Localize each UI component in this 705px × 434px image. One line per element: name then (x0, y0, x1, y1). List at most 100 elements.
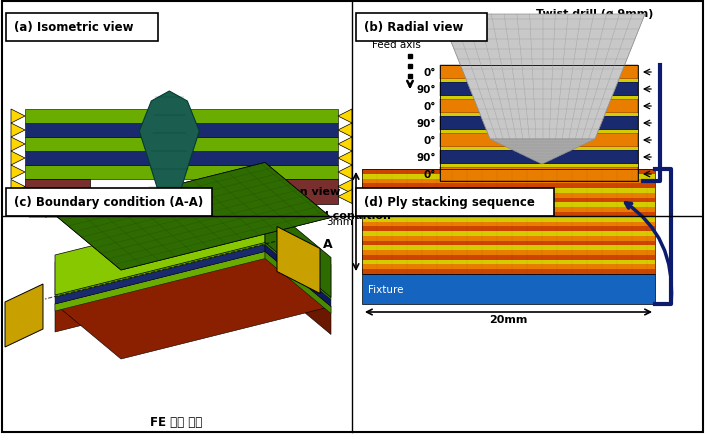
Bar (362, 246, 655, 250)
Bar (362, 270, 655, 274)
Text: 12mm: 12mm (154, 224, 192, 234)
Polygon shape (55, 238, 265, 297)
Polygon shape (338, 138, 352, 151)
Bar (362, 198, 655, 203)
Polygon shape (265, 224, 331, 286)
Polygon shape (11, 110, 25, 124)
Bar (362, 179, 655, 184)
Bar (362, 208, 655, 213)
Polygon shape (251, 204, 269, 217)
Polygon shape (73, 204, 91, 217)
FancyBboxPatch shape (6, 14, 158, 42)
Bar (362, 231, 655, 236)
Polygon shape (338, 180, 352, 194)
Bar (440, 100, 638, 114)
Bar (362, 203, 655, 208)
Text: (d) Ply stacking sequence: (d) Ply stacking sequence (364, 196, 535, 209)
Polygon shape (338, 151, 352, 166)
Polygon shape (338, 124, 352, 138)
Polygon shape (11, 124, 25, 138)
Text: Fixture: Fixture (368, 284, 403, 294)
Bar (25, 166, 338, 180)
Polygon shape (283, 204, 301, 217)
Bar (440, 134, 638, 148)
Bar (440, 97, 638, 100)
Polygon shape (267, 204, 285, 217)
FancyBboxPatch shape (6, 188, 212, 217)
Polygon shape (5, 284, 43, 347)
Bar (362, 222, 655, 227)
Polygon shape (440, 15, 645, 140)
Bar (362, 170, 655, 174)
Text: 90°: 90° (417, 85, 436, 95)
Polygon shape (55, 252, 331, 359)
Bar (25, 151, 338, 166)
Polygon shape (55, 224, 265, 283)
Bar (362, 255, 655, 260)
Polygon shape (338, 110, 352, 124)
Bar (362, 265, 655, 270)
Bar (25, 180, 90, 204)
Polygon shape (55, 245, 265, 304)
Bar (273, 180, 338, 204)
Polygon shape (55, 163, 331, 270)
Polygon shape (11, 190, 25, 204)
Polygon shape (61, 204, 79, 217)
Polygon shape (265, 217, 331, 279)
Text: Fixed condition: Fixed condition (295, 210, 391, 220)
Text: 0°: 0° (424, 136, 436, 146)
Bar (362, 241, 655, 246)
Polygon shape (265, 238, 331, 300)
Bar (362, 260, 655, 265)
Bar (25, 110, 338, 124)
Polygon shape (11, 138, 25, 151)
Polygon shape (338, 190, 352, 204)
Text: 0°: 0° (424, 170, 436, 180)
Bar (440, 66, 638, 80)
Polygon shape (299, 204, 317, 217)
Polygon shape (55, 203, 265, 295)
Bar (440, 83, 638, 97)
Bar (362, 227, 655, 231)
Text: (c) Boundary condition (A-A): (c) Boundary condition (A-A) (14, 196, 203, 209)
Bar (440, 117, 638, 131)
Polygon shape (265, 210, 331, 272)
Text: A: A (323, 237, 333, 250)
Bar (362, 217, 655, 222)
Text: 0°: 0° (424, 68, 436, 78)
Bar (362, 213, 655, 217)
Bar (440, 151, 638, 164)
Text: 90°: 90° (417, 119, 436, 129)
Bar (440, 66, 638, 181)
Polygon shape (338, 166, 352, 180)
Polygon shape (265, 231, 331, 293)
Bar (25, 124, 338, 138)
Polygon shape (265, 252, 331, 314)
Bar (362, 236, 655, 241)
Text: FE 해석 모델: FE 해석 모델 (150, 415, 202, 428)
Bar (440, 148, 638, 151)
Bar (25, 138, 338, 151)
Text: (b) Radial view: (b) Radial view (364, 21, 463, 34)
Polygon shape (55, 210, 265, 270)
Bar (440, 114, 638, 117)
Text: 3mm: 3mm (326, 217, 353, 227)
Polygon shape (11, 151, 25, 166)
Bar (362, 250, 655, 255)
Text: Cohesive surface: Cohesive surface (496, 54, 602, 64)
Bar (440, 164, 638, 168)
Polygon shape (265, 252, 331, 335)
Polygon shape (45, 204, 63, 217)
Text: Twist drill (ø 9mm): Twist drill (ø 9mm) (537, 9, 654, 19)
Polygon shape (29, 204, 47, 217)
Text: 20mm: 20mm (489, 314, 527, 324)
FancyBboxPatch shape (356, 14, 487, 42)
Text: Feed axis: Feed axis (372, 40, 421, 50)
Bar (362, 174, 655, 179)
Polygon shape (140, 92, 200, 211)
Polygon shape (55, 231, 265, 290)
FancyBboxPatch shape (356, 188, 554, 217)
Bar (362, 274, 655, 304)
Polygon shape (55, 252, 265, 311)
Bar (362, 184, 655, 189)
